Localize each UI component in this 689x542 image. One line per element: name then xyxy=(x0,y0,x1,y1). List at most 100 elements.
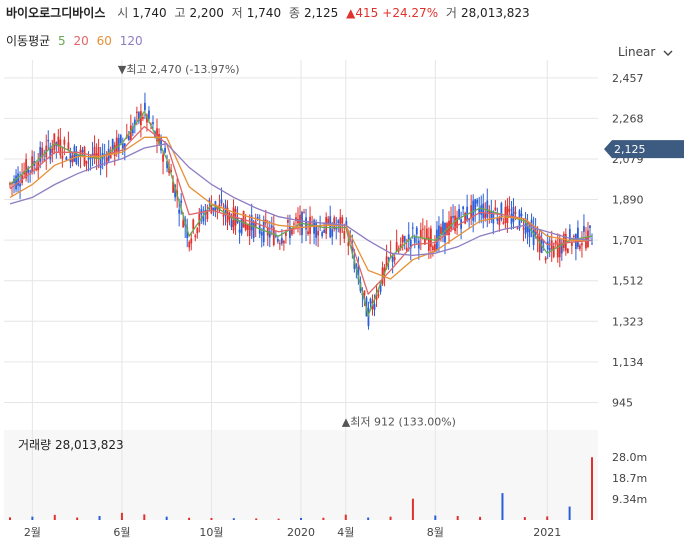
candle-body xyxy=(303,212,305,214)
candle-body xyxy=(272,227,275,246)
candle-body xyxy=(502,222,505,224)
candle-body xyxy=(256,216,259,219)
candle-body xyxy=(480,205,483,215)
candle-body xyxy=(246,224,249,230)
candle-body xyxy=(276,239,279,242)
volume-bar xyxy=(210,517,213,520)
volume-bar xyxy=(434,515,437,520)
candle-body xyxy=(377,294,380,296)
candle-body xyxy=(148,110,150,119)
candle-body xyxy=(69,151,72,162)
scale-dropdown[interactable]: Linear xyxy=(618,45,673,59)
candle-body xyxy=(401,235,404,243)
ma-legend-20[interactable]: 20 xyxy=(73,34,89,48)
candle-body xyxy=(526,223,529,233)
candle-body xyxy=(405,247,408,251)
candle-body xyxy=(425,228,428,240)
volume-bar xyxy=(546,516,549,520)
candle-body xyxy=(556,244,559,258)
candle-body xyxy=(131,127,134,134)
candle-body xyxy=(268,231,271,238)
candle-body xyxy=(230,220,233,227)
candle-body xyxy=(534,229,537,236)
price-change: ▲415 xyxy=(346,6,379,20)
candle-body xyxy=(49,146,52,160)
candle-body xyxy=(486,200,489,218)
candle-body xyxy=(278,243,281,245)
candle-body xyxy=(142,117,144,119)
candle-body xyxy=(144,102,146,111)
x-tick-label: 2월 xyxy=(24,526,41,539)
candle-body xyxy=(347,242,350,247)
candle-body xyxy=(291,228,293,235)
candle-body xyxy=(357,267,360,280)
stock-name: 바이오로그디바이스 xyxy=(6,6,106,20)
candle-body xyxy=(367,307,370,326)
candle-body xyxy=(522,228,525,230)
candle-body xyxy=(369,298,372,304)
volume-tick-label: 18.7m xyxy=(612,472,647,485)
low-price: 1,740 xyxy=(246,6,282,20)
candle-body xyxy=(512,207,515,222)
candle-body xyxy=(345,221,348,228)
candle-body xyxy=(450,216,452,229)
ma-legend-60[interactable]: 60 xyxy=(96,34,112,48)
candle-body xyxy=(579,245,581,249)
candle-body xyxy=(572,235,575,238)
volume-bar xyxy=(143,514,146,520)
candle-body xyxy=(516,228,519,230)
ma-line-60 xyxy=(9,136,592,280)
candle-body xyxy=(224,204,227,216)
candle-body xyxy=(528,228,531,238)
candle-body xyxy=(440,226,442,235)
candle-body xyxy=(456,217,458,228)
volume-bar xyxy=(98,515,101,520)
candle-body xyxy=(514,212,517,214)
candle-body xyxy=(168,166,170,174)
volume-bar xyxy=(188,517,191,520)
candle-body xyxy=(419,230,422,239)
candle-body xyxy=(119,135,122,143)
candle-body xyxy=(172,181,175,193)
candle-body xyxy=(409,239,412,249)
y-tick-label: 1,890 xyxy=(612,194,644,207)
candle-body xyxy=(484,212,487,219)
volume-bar xyxy=(31,516,34,520)
candle-body xyxy=(470,205,473,218)
candle-body xyxy=(542,241,545,243)
candle-body xyxy=(546,241,549,250)
volume-value: 28,013,823 xyxy=(460,6,530,20)
candle-body xyxy=(206,209,209,220)
candle-body xyxy=(395,242,398,252)
candle-body xyxy=(423,238,426,245)
candle-body xyxy=(568,228,571,240)
candle-body xyxy=(65,157,68,161)
ma-legend-120[interactable]: 120 xyxy=(119,34,143,48)
chevron-down-icon xyxy=(663,50,673,56)
candle-body xyxy=(566,248,569,254)
candle-body xyxy=(61,155,64,159)
candle-body xyxy=(462,206,465,210)
candle-body xyxy=(105,157,108,165)
candle-body xyxy=(520,213,523,217)
volume-panel-title: 거래량 28,013,823 xyxy=(18,436,124,453)
candle-body xyxy=(244,221,247,230)
current-price-label: 2,125 xyxy=(614,143,646,156)
candle-body xyxy=(63,139,66,145)
candle-body xyxy=(560,242,563,254)
ma-legend-5[interactable]: 5 xyxy=(58,34,66,48)
moving-average-legend: 이동평균 5 20 60 120 xyxy=(6,32,147,49)
candle-body xyxy=(218,204,221,211)
volume-bar xyxy=(53,514,56,520)
candle-body xyxy=(341,217,344,224)
candle-body xyxy=(510,213,513,224)
candle-body xyxy=(280,237,283,244)
candle-body xyxy=(415,227,418,235)
candle-body xyxy=(222,214,225,217)
candle-body xyxy=(164,147,166,153)
candle-body xyxy=(293,223,295,225)
candle-body xyxy=(327,218,330,224)
x-tick-label: 6월 xyxy=(113,526,130,539)
candle-body xyxy=(393,257,396,261)
